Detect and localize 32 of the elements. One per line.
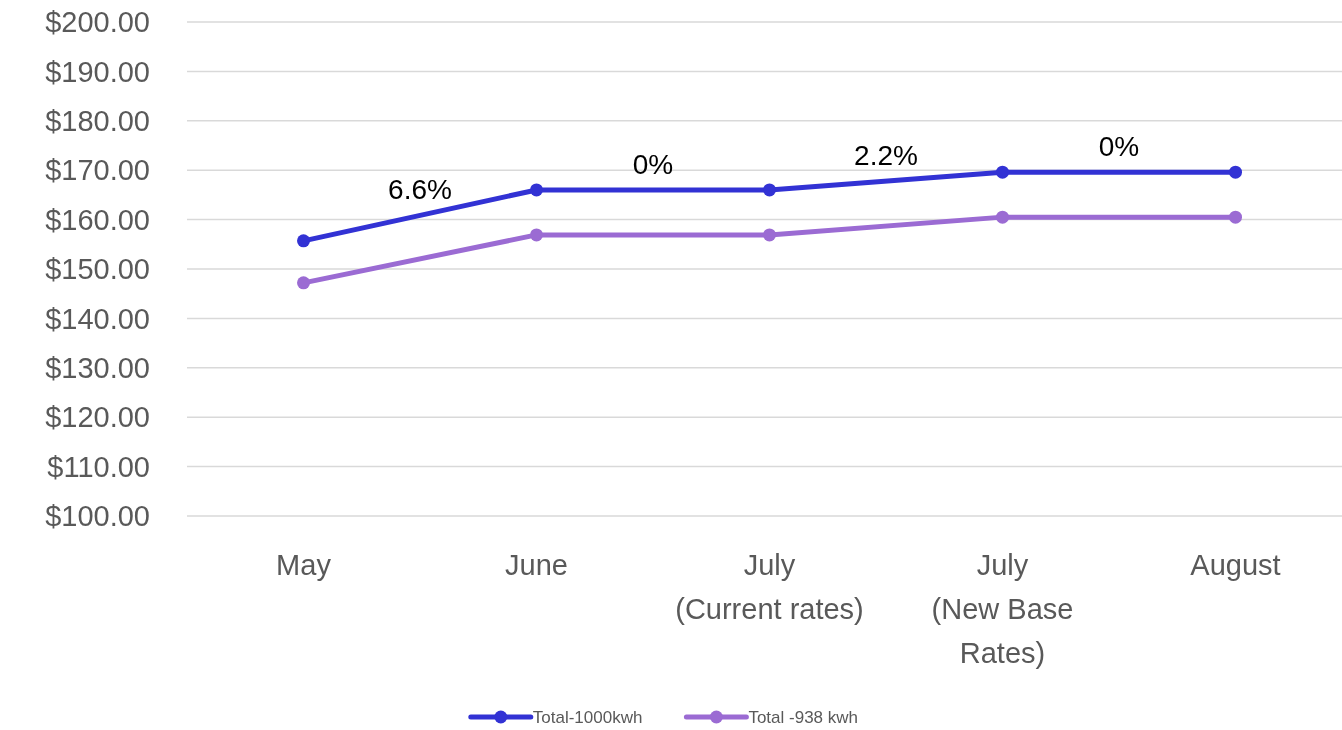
point — [530, 183, 543, 197]
x-tick-label: June — [505, 549, 568, 581]
point — [297, 276, 310, 290]
point — [1229, 165, 1242, 179]
annotation: 6.6% — [388, 174, 452, 206]
y-tick-label: $150.00 — [45, 253, 150, 286]
y-tick-label: $100.00 — [45, 500, 150, 533]
y-tick-label: $140.00 — [45, 302, 150, 335]
x-tick-label: July (Current rates) — [675, 549, 864, 625]
y-tick-label: $110.00 — [47, 450, 150, 483]
legend-label: Total -938 kwh — [748, 707, 859, 727]
y-tick-label: $120.00 — [45, 401, 150, 434]
y-tick-label: $160.00 — [45, 203, 150, 236]
point — [297, 234, 310, 248]
x-tick-label: July (New Base Rates) — [931, 549, 1074, 669]
point — [996, 210, 1009, 224]
point — [763, 183, 776, 197]
y-tick-label: $180.00 — [45, 104, 150, 137]
legend-label: Total-1000kwh — [532, 707, 643, 727]
point — [530, 228, 543, 242]
annotation: 0% — [1098, 130, 1140, 162]
y-tick-label: $200.00 — [45, 6, 150, 39]
point — [763, 228, 776, 242]
annotation: 0% — [632, 148, 674, 180]
point — [996, 165, 1009, 179]
annotation: 2.2% — [854, 139, 918, 171]
x-tick-label: August — [1190, 549, 1281, 581]
x-tick-label: May — [276, 549, 332, 581]
point — [1229, 210, 1242, 224]
y-tick-label: $130.00 — [45, 351, 150, 384]
y-tick-label: $190.00 — [45, 55, 150, 88]
y-tick-label: $170.00 — [45, 154, 150, 187]
